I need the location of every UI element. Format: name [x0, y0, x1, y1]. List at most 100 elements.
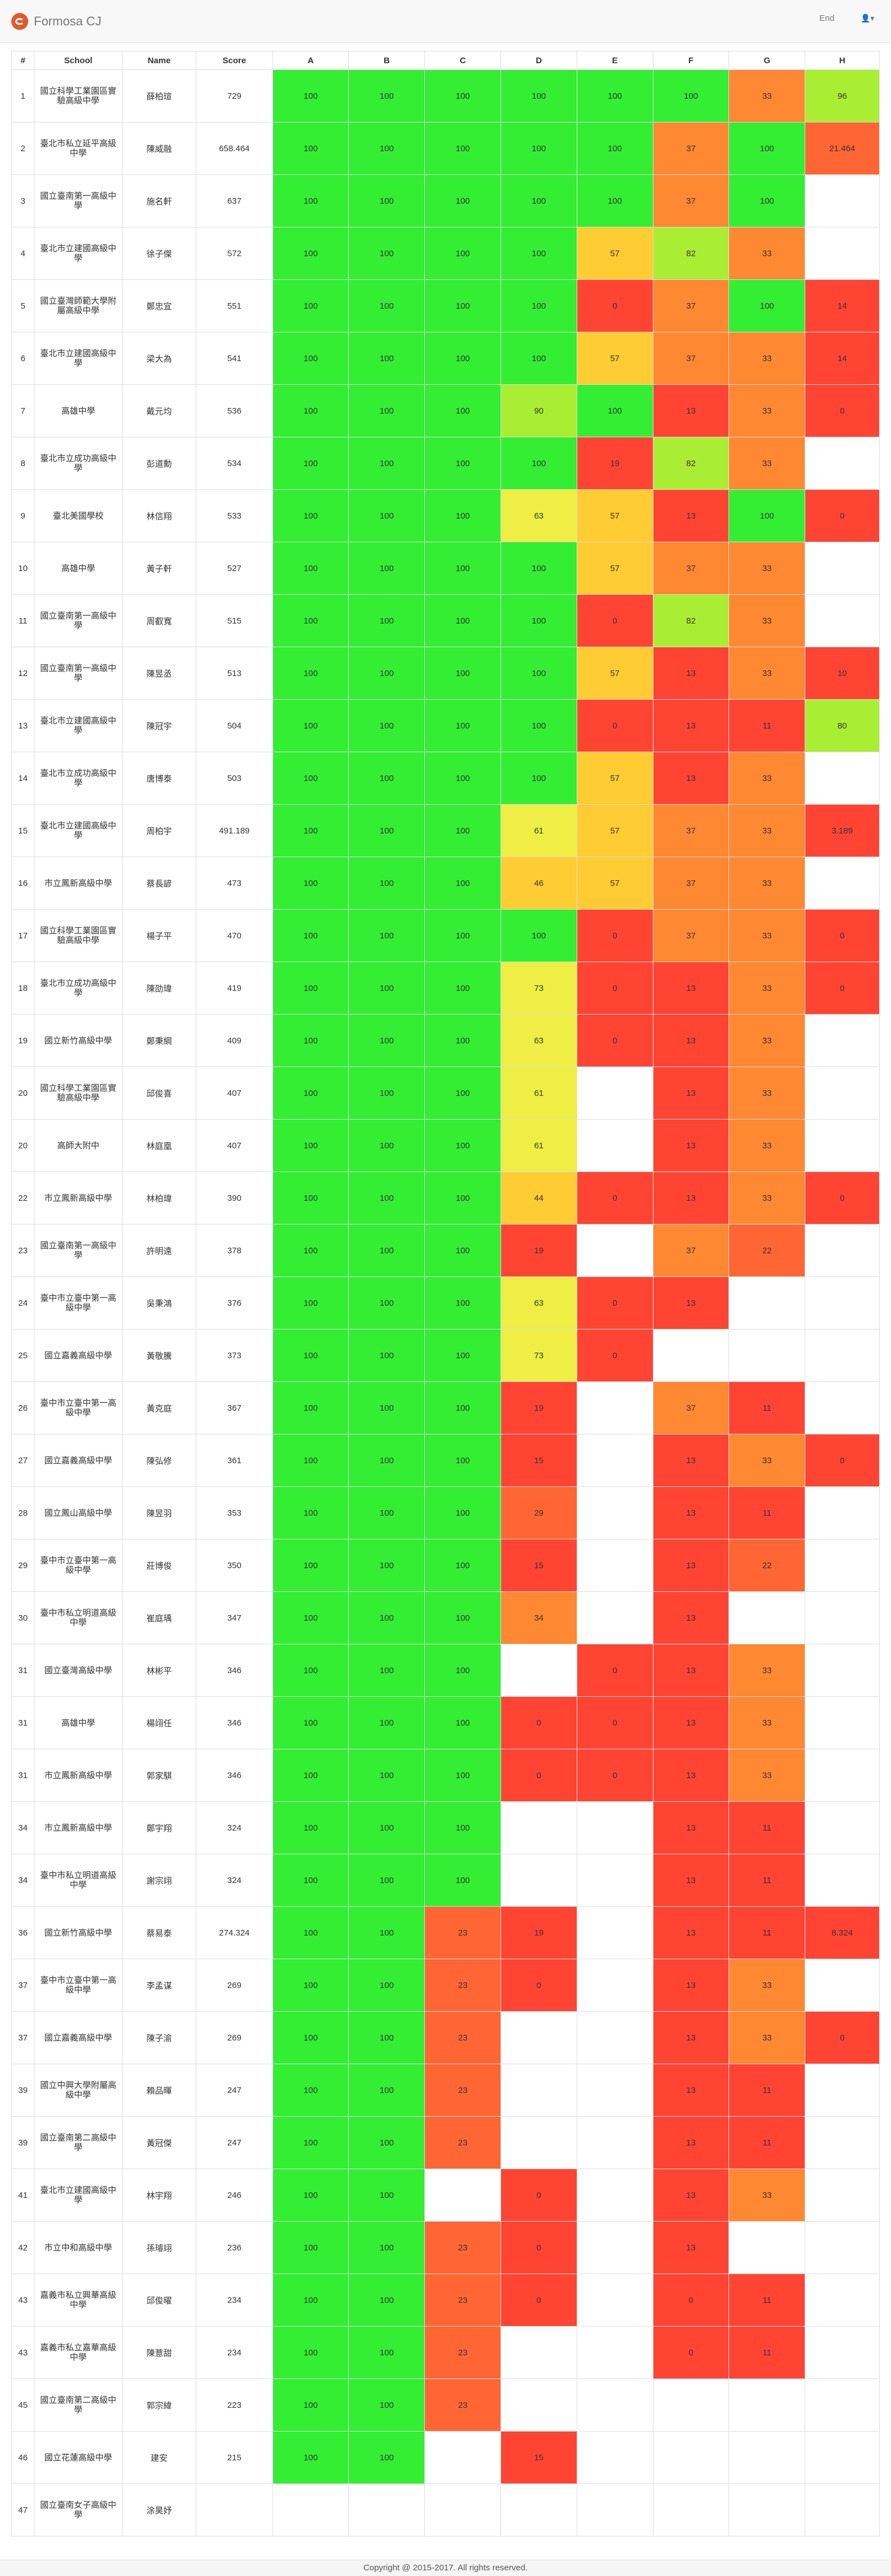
problem-score-cell: 3.189 [805, 804, 880, 857]
name-cell: 戴元均 [122, 384, 196, 437]
table-row[interactable]: 27 國立嘉義高級中學 陳弘修 361 100 100 100 15 13 33 0 [11, 1434, 880, 1487]
score-cell: 346 [195, 1749, 273, 1802]
table-row[interactable]: 28 國立鳳山高級中學 陳昱羽 353 100 100 100 29 13 11 [11, 1486, 880, 1539]
table-row[interactable]: 37 國立嘉義高級中學 陳子渝 269 100 100 23 13 33 0 [11, 2011, 880, 2064]
table-row[interactable]: 34 市立鳳新高級中學 鄭宇翔 324 100 100 100 13 11 [11, 1801, 880, 1854]
problem-score-cell: 13 [652, 1171, 730, 1225]
table-row[interactable]: 17 國立科學工業園區實驗高級中學 楊子平 470 100 100 100 100 0 37 33 0 [11, 909, 880, 962]
table-row[interactable]: 25 國立嘉義高級中學 黃敬騰 373 100 100 100 73 0 [11, 1329, 880, 1382]
problem-score-cell [501, 2011, 577, 2064]
table-row[interactable]: 1 國立科學工業園區實驗高級中學 薛柏瑄 729 100 100 100 100 100 100 3… [11, 69, 880, 122]
problem-score-cell: 15 [501, 2431, 577, 2484]
table-row[interactable]: 22 市立鳳新高級中學 林柏瑋 390 100 100 100 44 0 13 33 0 [11, 1171, 880, 1225]
table-row[interactable]: 31 高雄中學 楊翊任 346 100 100 100 0 0 13 33 [11, 1696, 880, 1749]
problem-score-cell [576, 1906, 653, 1959]
table-row[interactable]: 37 臺中市立臺中第一高級中學 李孟谋 269 100 100 23 0 13 33 [11, 1959, 880, 2012]
problem-score-cell: 100 [424, 69, 502, 122]
problem-score-cell [728, 1276, 806, 1329]
name-cell: 吳秉鴻 [122, 1276, 196, 1329]
problem-score-cell: 13 [652, 1014, 730, 1067]
table-row[interactable]: 39 國立中興大學附屬高級中學 賴品暉 247 100 100 23 13 11 [11, 2064, 880, 2117]
problem-score-cell: 37 [652, 1381, 730, 1434]
problem-score-cell: 33 [728, 1644, 806, 1697]
table-row[interactable]: 16 市立鳳新高級中學 蔡長諺 473 100 100 100 46 57 37 33 [11, 857, 880, 910]
table-row[interactable]: 13 臺北市立建國高級中學 陳冠宇 504 100 100 100 100 0 13 11 80 [11, 699, 880, 752]
brand[interactable]: Formosa CJ [11, 12, 102, 30]
score-cell: 504 [195, 699, 273, 752]
table-row[interactable]: 43 嘉義市私立嘉華高級中學 陳薏甜 234 100 100 23 0 11 [11, 2326, 880, 2379]
table-row[interactable]: 20 國立科學工業園區實驗高級中學 邱俊喜 407 100 100 100 61 13 33 [11, 1067, 880, 1120]
table-row[interactable]: 15 臺北市立建國高級中學 周柏宇 491.189 100 100 100 61 57 37 33 3… [11, 804, 880, 857]
table-row[interactable]: 3 國立臺南第一高級中學 施名軒 637 100 100 100 100 100 37 100 [11, 174, 880, 227]
table-row[interactable]: 5 國立臺灣師範大學附屬高級中學 鄭忠宜 551 100 100 100 100 0 37 100 1… [11, 279, 880, 332]
table-row[interactable]: 46 國立花蓮高級中學 建安 215 100 100 15 [11, 2431, 880, 2484]
table-row[interactable]: 2 臺北市私立延平高級中學 陳威融 658.464 100 100 100 100 100 37 1… [11, 122, 880, 175]
rank-cell: 2 [11, 122, 35, 175]
problem-score-cell: 100 [501, 647, 577, 700]
table-row[interactable]: 29 臺中市立臺中第一高級中學 莊博俊 350 100 100 100 15 13 22 [11, 1539, 880, 1592]
table-row[interactable]: 12 國立臺南第一高級中學 陳昱丞 513 100 100 100 100 57 13 33 10 [11, 647, 880, 700]
table-row[interactable]: 26 臺中市立臺中第一高級中學 黃克庭 367 100 100 100 19 37 11 [11, 1381, 880, 1434]
table-row[interactable]: 18 臺北市立成功高級中學 陳劭瑋 419 100 100 100 73 0 13 33 0 [11, 962, 880, 1015]
school-cell: 臺北市立建國高級中學 [34, 2169, 123, 2222]
problem-score-cell: 100 [348, 2116, 425, 2169]
rank-cell: 43 [11, 2326, 35, 2379]
problem-score-cell: 63 [501, 489, 577, 542]
problem-score-cell: 19 [501, 1381, 577, 1434]
problem-score-cell: 100 [272, 2221, 349, 2274]
table-row[interactable]: 6 臺北市立建國高級中學 梁大為 541 100 100 100 100 57 37 33 14 [11, 332, 880, 385]
user-icon[interactable]: 👤▾ [861, 14, 875, 23]
problem-score-cell: 29 [501, 1486, 577, 1539]
problem-score-cell: 0 [576, 279, 653, 332]
table-row[interactable]: 31 市立鳳新高級中學 郭家騏 346 100 100 100 0 0 13 33 [11, 1749, 880, 1802]
table-row[interactable]: 14 臺北市立成功高級中學 唐博泰 503 100 100 100 100 57 13 33 [11, 752, 880, 805]
problem-score-cell: 23 [424, 2221, 502, 2274]
problem-score-cell: 100 [728, 489, 806, 542]
table-row[interactable]: 10 高雄中學 黃子軒 527 100 100 100 100 57 37 33 [11, 542, 880, 595]
table-row[interactable]: 39 國立臺南第二高級中學 黃冠傑 247 100 100 23 13 11 [11, 2116, 880, 2169]
problem-score-cell: 100 [501, 542, 577, 595]
table-row[interactable]: 42 市立中和高級中學 孫璿翊 236 100 100 23 0 13 [11, 2221, 880, 2274]
table-row[interactable]: 41 臺北市立建國高級中學 林宇翔 246 100 100 0 13 33 [11, 2169, 880, 2222]
problem-score-cell: 100 [348, 909, 425, 962]
end-link[interactable]: End [819, 14, 835, 23]
table-row[interactable]: 7 高雄中學 戴元均 536 100 100 100 90 100 13 33 0 [11, 384, 880, 437]
table-row[interactable]: 45 國立臺南第二高級中學 郭宗緯 223 100 100 23 [11, 2378, 880, 2432]
problem-score-cell: 82 [652, 437, 730, 490]
table-row[interactable]: 24 臺中市立臺中第一高級中學 吳秉鴻 376 100 100 100 63 0 13 [11, 1276, 880, 1329]
rank-cell: 3 [11, 174, 35, 227]
table-row[interactable]: 30 臺中市私立明道高級中學 崔庭瑀 347 100 100 100 34 13 [11, 1591, 880, 1644]
problem-score-cell: 100 [272, 1067, 349, 1120]
table-row[interactable]: 47 國立臺南女子高級中學 涂昊妤 [11, 2483, 880, 2536]
problem-score-cell: 100 [501, 437, 577, 490]
problem-score-cell [576, 2378, 653, 2432]
table-row[interactable]: 8 臺北市立成功高級中學 彭道勳 534 100 100 100 100 19 82 33 [11, 437, 880, 490]
school-cell: 高雄中學 [34, 1696, 123, 1749]
table-row[interactable]: 23 國立臺南第一高級中學 許明遠 378 100 100 100 19 37 22 [11, 1224, 880, 1277]
table-row[interactable]: 31 國立臺灣高級中學 林彬平 346 100 100 100 0 13 33 [11, 1644, 880, 1697]
rank-cell: 31 [11, 1749, 35, 1802]
problem-score-cell: 13 [652, 752, 730, 805]
column-header: Name [122, 51, 196, 70]
rank-cell: 10 [11, 542, 35, 595]
problem-score-cell: 100 [424, 1224, 502, 1277]
rank-cell: 5 [11, 279, 35, 332]
table-row[interactable]: 4 臺北市立建國高級中學 徐子傑 572 100 100 100 100 57 82 33 [11, 227, 880, 280]
score-cell: 533 [195, 489, 273, 542]
problem-score-cell [805, 1591, 880, 1644]
score-cell: 637 [195, 174, 273, 227]
table-row[interactable]: 20 高師大附中 林庭凰 407 100 100 100 61 13 33 [11, 1119, 880, 1172]
table-row[interactable]: 11 國立臺南第一高級中學 周叡寬 515 100 100 100 100 0 82 33 [11, 594, 880, 647]
column-header: # [11, 51, 35, 70]
table-row[interactable]: 36 國立新竹高級中學 蔡易泰 274.324 100 100 23 19 13 11 8.324 [11, 1906, 880, 1959]
school-cell: 市立鳳新高級中學 [34, 857, 123, 910]
rank-cell: 1 [11, 69, 35, 122]
problem-score-cell: 100 [424, 1801, 502, 1854]
school-cell: 國立臺灣師範大學附屬高級中學 [34, 279, 123, 332]
table-row[interactable]: 34 臺中市私立明道高級中學 謝宗翊 324 100 100 100 13 11 [11, 1854, 880, 1907]
table-row[interactable]: 43 嘉義市私立興華高級中學 邱俊曜 234 100 100 23 0 0 11 [11, 2274, 880, 2327]
problem-score-cell [805, 1644, 880, 1697]
copyright-text: Copyright @ 2015-2017. All rights reserv… [363, 2563, 528, 2573]
table-row[interactable]: 9 臺北美國學校 林信翔 533 100 100 100 63 57 13 100 0 [11, 489, 880, 542]
table-row[interactable]: 19 國立新竹高級中學 鄭秉綱 409 100 100 100 63 0 13 33 [11, 1014, 880, 1067]
